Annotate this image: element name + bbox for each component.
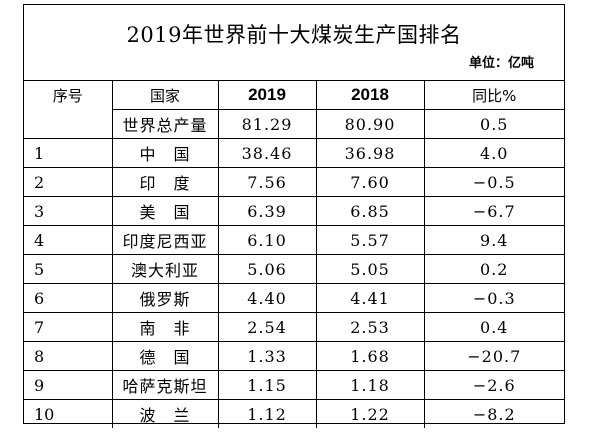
- yoy-cell: 4.0: [423, 138, 564, 168]
- yoy-cell: 9.4: [423, 225, 564, 255]
- index-cell: 10: [24, 399, 112, 428]
- yoy-cell: −6.7: [423, 196, 564, 226]
- total-name-cell: 世界总产量: [111, 109, 218, 139]
- column-header-2019: 2019: [217, 80, 316, 110]
- value-2018-cell: 4.41: [315, 283, 424, 313]
- country-cell: 德 国: [111, 341, 218, 371]
- index-cell: 3: [24, 196, 112, 226]
- index-cell: 6: [24, 283, 112, 313]
- yoy-cell: −20.7: [423, 341, 564, 371]
- value-2018-cell: 6.85: [315, 196, 424, 226]
- country-cell: 印度尼西亚: [111, 225, 218, 255]
- country-cell: 中 国: [111, 138, 218, 168]
- country-cell: 澳大利亚: [111, 254, 218, 284]
- country-cell: 美 国: [111, 196, 218, 226]
- table-row: 9 哈萨克斯坦 1.15 1.18 −2.6: [24, 370, 564, 400]
- value-2018-cell: 1.68: [315, 341, 424, 371]
- table-row: 10 波 兰 1.12 1.22 −8.2: [24, 399, 564, 428]
- yoy-cell: −2.6: [423, 370, 564, 400]
- yoy-cell: 0.2: [423, 254, 564, 284]
- total-index-cell: [24, 110, 112, 139]
- value-2019-cell: 1.12: [217, 399, 316, 428]
- total-2019-cell: 81.29: [217, 109, 316, 139]
- index-cell: 1: [24, 138, 112, 168]
- value-2019-cell: 1.33: [217, 341, 316, 371]
- value-2019-cell: 2.54: [217, 312, 316, 342]
- value-2019-cell: 1.15: [217, 370, 316, 400]
- yoy-cell: −0.5: [423, 167, 564, 197]
- country-cell: 波 兰: [111, 399, 218, 428]
- table-title: 2019年世界前十大煤炭生产国排名: [126, 23, 462, 47]
- column-header-country: 国家: [111, 80, 218, 110]
- total-2018-cell: 80.90: [315, 109, 424, 139]
- header-row: 序号 国家 2019 2018 同比%: [24, 80, 564, 110]
- table-row: 4 印度尼西亚 6.10 5.57 9.4: [24, 225, 564, 255]
- country-cell: 哈萨克斯坦: [111, 370, 218, 400]
- index-cell: 8: [24, 341, 112, 371]
- value-2019-cell: 5.06: [217, 254, 316, 284]
- index-cell: 9: [24, 370, 112, 400]
- column-header-yoy: 同比%: [423, 80, 564, 110]
- index-cell: 2: [24, 167, 112, 197]
- yoy-cell: 0.4: [423, 312, 564, 342]
- value-2019-cell: 7.56: [217, 167, 316, 197]
- total-yoy-cell: 0.5: [423, 109, 564, 139]
- value-2018-cell: 2.53: [315, 312, 424, 342]
- total-row: 世界总产量 81.29 80.90 0.5: [24, 109, 564, 139]
- column-header-index: 序号: [24, 80, 112, 110]
- unit-label: 单位：亿吨: [468, 56, 534, 71]
- value-2019-cell: 38.46: [217, 138, 316, 168]
- value-2019-cell: 4.40: [217, 283, 316, 313]
- yoy-cell: −8.2: [423, 399, 564, 428]
- value-2018-cell: 1.22: [315, 399, 424, 428]
- yoy-cell: −0.3: [423, 283, 564, 313]
- coal-production-table: 序号 国家 2019 2018 同比% 世界总产量 81.29 80.90 0.…: [24, 80, 564, 428]
- table-row: 6 俄罗斯 4.40 4.41 −0.3: [24, 283, 564, 313]
- index-cell: 7: [24, 312, 112, 342]
- index-cell: 4: [24, 225, 112, 255]
- country-cell: 印 度: [111, 167, 218, 197]
- value-2018-cell: 7.60: [315, 167, 424, 197]
- value-2018-cell: 5.05: [315, 254, 424, 284]
- country-cell: 俄罗斯: [111, 283, 218, 313]
- value-2018-cell: 5.57: [315, 225, 424, 255]
- index-cell: 5: [24, 254, 112, 284]
- value-2019-cell: 6.10: [217, 225, 316, 255]
- table-frame: 2019年世界前十大煤炭生产国排名 单位：亿吨 序号 国家 2019 2018 …: [23, 4, 565, 428]
- value-2019-cell: 6.39: [217, 196, 316, 226]
- column-header-2018: 2018: [315, 80, 424, 110]
- value-2018-cell: 36.98: [315, 138, 424, 168]
- country-cell: 南 非: [111, 312, 218, 342]
- table-row: 5 澳大利亚 5.06 5.05 0.2: [24, 254, 564, 284]
- value-2018-cell: 1.18: [315, 370, 424, 400]
